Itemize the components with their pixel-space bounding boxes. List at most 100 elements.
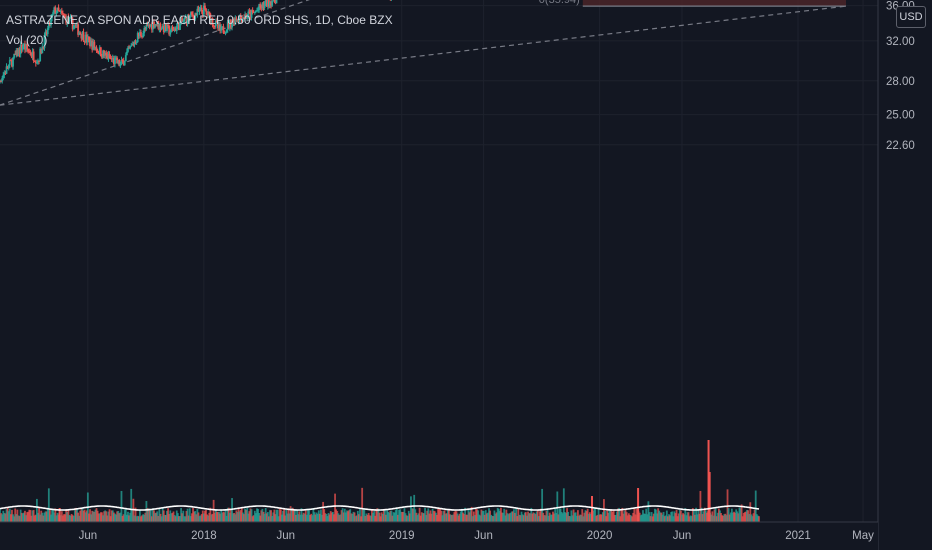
candle <box>2 74 5 78</box>
candle <box>76 24 78 26</box>
volume-bar <box>292 510 295 522</box>
volume-bar <box>313 512 316 522</box>
candle <box>271 1 274 6</box>
volume-bar <box>73 509 76 522</box>
volume-bar <box>480 509 483 522</box>
volume-bar <box>425 515 428 522</box>
candle <box>265 0 268 7</box>
volume-bar <box>527 511 529 522</box>
volume-bar <box>611 512 614 522</box>
candle <box>129 46 132 49</box>
volume-bar <box>727 508 730 522</box>
candle <box>73 25 76 27</box>
volume-indicator-label[interactable]: Vol (20) <box>6 33 48 47</box>
volume-bar <box>173 515 176 522</box>
candle <box>19 44 22 55</box>
volume-bar <box>609 509 612 522</box>
volume-bar <box>466 514 469 522</box>
volume-bar <box>14 508 17 522</box>
volume-bar <box>325 513 328 522</box>
volume-bar <box>569 516 572 522</box>
volume-bar <box>183 516 186 522</box>
candle <box>244 14 246 19</box>
volume-bar <box>226 507 229 522</box>
volume-bar <box>184 516 187 522</box>
volume-bar <box>535 511 538 522</box>
volume-bar <box>260 510 263 522</box>
volume-bar <box>6 507 9 522</box>
candle <box>138 32 141 36</box>
volume-bar <box>49 508 51 522</box>
volume-bar <box>528 513 531 522</box>
volume-bar <box>327 513 330 522</box>
volume-bar <box>176 513 179 522</box>
volume-bar <box>239 510 242 522</box>
candle <box>89 39 91 47</box>
candle <box>110 58 113 60</box>
volume-bar <box>178 516 180 522</box>
volume-bar <box>88 513 90 522</box>
volume-bar <box>479 515 482 522</box>
volume-bar <box>273 509 276 522</box>
volume-bar <box>29 510 32 522</box>
candle <box>166 24 168 31</box>
volume-bar <box>244 508 246 522</box>
volume-bar <box>179 516 181 522</box>
volume-bar <box>536 510 539 522</box>
candle <box>77 24 79 35</box>
volume-bar <box>263 513 266 522</box>
candle <box>121 60 124 62</box>
candle <box>199 7 202 10</box>
volume-bar <box>452 514 455 522</box>
candle <box>184 17 187 19</box>
volume-bar <box>240 507 243 522</box>
volume-bar <box>279 509 282 522</box>
volume-bar <box>95 508 98 522</box>
candle <box>228 19 231 28</box>
candle <box>217 22 219 29</box>
volume-bar <box>354 516 357 522</box>
candle <box>114 57 116 64</box>
volume-bar <box>631 516 634 522</box>
candle <box>264 0 267 4</box>
currency-button[interactable]: USD <box>896 6 926 28</box>
volume-bar <box>666 516 669 522</box>
volume-bar <box>303 513 306 522</box>
candle <box>224 32 227 34</box>
volume-bar <box>493 510 496 522</box>
candle <box>187 14 190 20</box>
volume-bar <box>281 514 283 522</box>
volume-bar <box>123 509 126 522</box>
volume-bar <box>620 509 623 522</box>
candle <box>124 55 127 62</box>
volume-bar <box>199 515 202 522</box>
volume-bar <box>708 472 711 522</box>
volume-bar <box>497 508 500 522</box>
volume-bar <box>426 510 429 522</box>
candle <box>258 4 261 10</box>
candle <box>157 21 160 29</box>
volume-bar <box>412 508 415 522</box>
volume-bar <box>111 510 114 522</box>
volume-bar <box>291 507 294 522</box>
volume-bar <box>213 512 216 522</box>
volume-bar <box>215 511 218 522</box>
volume-bar <box>220 509 223 522</box>
volume-bar <box>571 515 574 522</box>
candle <box>66 16 69 24</box>
volume-bar <box>112 512 115 522</box>
volume-bar <box>317 510 320 522</box>
volume-bar <box>79 510 82 522</box>
volume-bar <box>625 512 628 522</box>
volume-bar <box>82 510 85 522</box>
volume-bar <box>346 510 348 522</box>
volume-bar <box>92 511 95 522</box>
candle <box>236 19 239 21</box>
volume-bar <box>16 509 19 522</box>
volume-bar <box>699 490 702 522</box>
volume-bar <box>94 509 97 522</box>
candle <box>152 21 154 30</box>
candle <box>45 31 48 35</box>
volume-bar <box>438 509 441 522</box>
